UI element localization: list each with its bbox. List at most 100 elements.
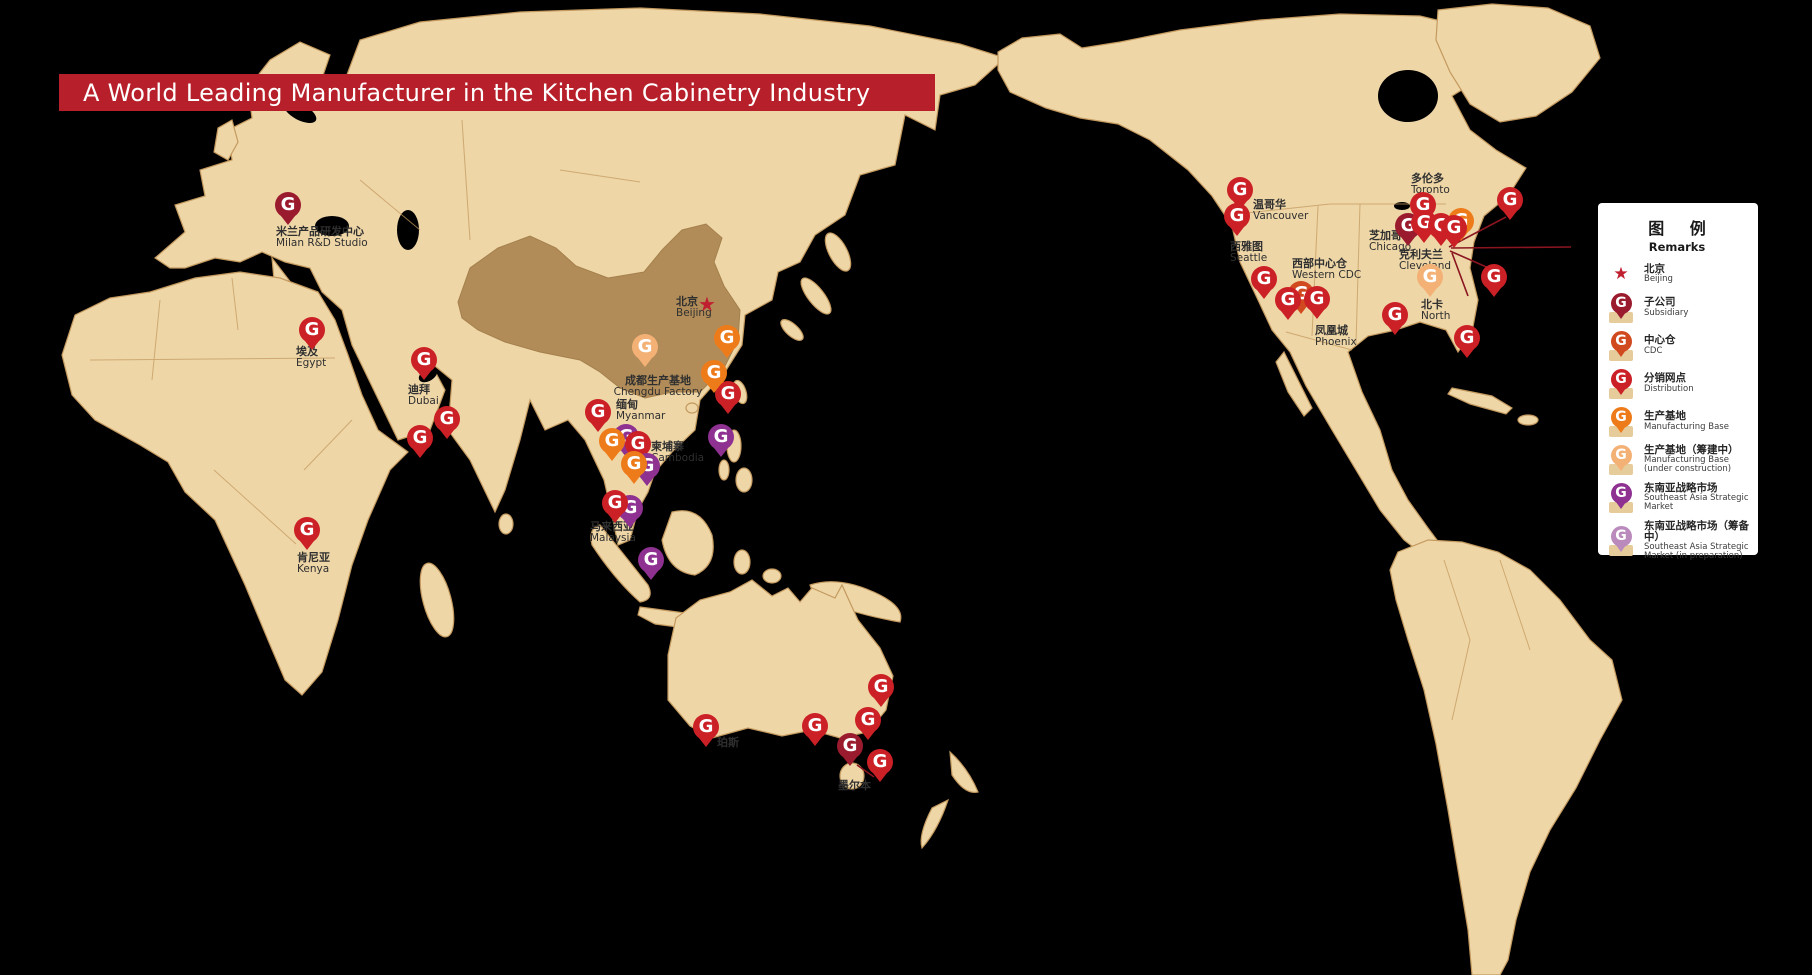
legend-item-distribution: G 分销网点 Distribution [1604,368,1750,399]
g-logo-icon: G [411,347,437,373]
label-cn: 北京 [676,295,698,308]
map-pin-myanmar: G [584,399,612,432]
legend-item-subsidiary: G 子公司 Subsidiary [1604,292,1750,323]
map-pin-seattle: G [1223,203,1251,236]
g-logo-icon: G [632,334,658,360]
g-logo-icon: G [1610,292,1632,314]
g-logo-icon: G [837,733,863,759]
pin-tail [861,731,875,740]
pin-tail [305,341,319,350]
legend-label-en: Manufacturing Base (under construction) [1644,454,1732,475]
legend-pin-distribution: G [1610,368,1632,395]
g-logo-icon: G [1251,266,1277,292]
label-en: Toronto [1411,184,1450,197]
legend-label-en: Subsidiary [1644,307,1689,318]
legend-label-en: CDC [1644,345,1663,356]
legend-item-sea-market: G 东南亚战略市场 Southeast Asia Strategic Market [1604,482,1750,513]
map-label-dubai: 迪拜 Dubai [408,383,439,408]
legend-item-text: 北京 Beijing [1644,263,1673,285]
g-logo-icon: G [802,713,828,739]
label-cn: 克利夫兰 [1399,248,1443,261]
map-pin-vietnam-mfg: G [620,451,648,484]
g-logo-icon: G [701,360,727,386]
legend-star-icon: ★ [1604,265,1638,283]
map-pin-melbourne: G [836,733,864,766]
legend-label-cn: 生产基地（筹建中） [1644,443,1739,456]
pin-tail [873,773,887,782]
map-pin-dubai: G [410,347,438,380]
label-cn: 肯尼亚 [297,551,330,564]
g-logo-icon: G [299,317,325,343]
pin-tail [591,423,605,432]
map-pin-tasmania: G [866,749,894,782]
pin-tail [1401,237,1415,246]
label-en: Egypt [296,357,327,370]
pin-tail [623,519,637,528]
pin-tail [714,448,728,457]
label-en: Kenya [297,563,330,576]
legend-title-en: Remarks [1648,240,1706,254]
map-label-myanmar: 缅甸 Myanmar [616,398,665,423]
map-pin-atlantic-e: G [1480,264,1508,297]
map-pin-adelaide: G [801,713,829,746]
g-logo-icon: G [855,707,881,733]
map-pin-indonesia-sea: G [637,547,665,580]
map-pin-kenya: G [293,517,321,550]
pin-tail [1417,234,1431,243]
map-label-melbourne: 墨尔本 [838,779,871,792]
pin-tail [720,349,734,358]
label-en: Milan R&D Studio [276,237,368,250]
map-pin-phoenix-west: G [1274,287,1302,320]
china-highlight [457,223,741,399]
map-label-chengdu: 成都生产基地 Chengdu Factory [614,374,703,399]
label-cn: 迪拜 [408,383,430,396]
pin-tail [300,541,314,550]
map-label-perth: 珀斯 [717,736,739,749]
legend-pin-icon-distribution: G [1604,368,1638,399]
pin-tail [627,475,641,484]
pin-tail [1616,463,1626,471]
g-logo-icon: G [1224,203,1250,229]
map-pin-thailand-mfg: G [598,428,626,461]
label-cn: 芝加哥 [1369,229,1402,242]
g-logo-icon: G [868,674,894,700]
australia-landmass [667,579,894,739]
legend-label-cn: 生产基地 [1644,410,1686,423]
pin-tail [1423,288,1437,297]
label-en: Western CDC [1292,269,1362,282]
map-label-toronto: 多伦多 Toronto [1411,172,1450,197]
label-cn: 西雅图 [1230,240,1263,253]
pin-tail [644,571,658,580]
pin-tail [1616,501,1626,509]
g-logo-icon: G [1382,302,1408,328]
legend-label-cn: 东南亚战略市场（筹备中） [1644,519,1749,543]
map-label-beijing: 北京 Beijing [676,295,712,320]
legend-item-cdc: G 中心仓 CDC [1604,330,1750,361]
legend-title: 图 例 Remarks [1604,215,1750,254]
g-logo-icon: G [867,749,893,775]
g-logo-icon: G [1610,482,1632,504]
label-en: Beijing [676,307,712,320]
label-en: Cambodia [651,452,705,465]
legend-pin-sea-market: G [1610,482,1632,509]
map-label-seattle: 西雅图 Seattle [1230,240,1267,265]
pin-tail [843,757,857,766]
map-pin-perth: G [692,714,720,747]
pin-tail [638,358,652,367]
pin-tail [1616,349,1626,357]
g-logo-icon: G [1610,406,1632,428]
map-label-milan: 米兰产品研发中心 Milan R&D Studio [276,225,368,250]
pin-tail [1447,239,1461,248]
label-cn: 柬埔寨 [651,440,684,453]
pin-tail [440,430,454,439]
legend-pin-icon-sea-market: G [1604,482,1638,513]
south-america-landmass [1389,539,1623,975]
legend-pin-icon-sea-market-prep: G [1604,526,1638,556]
legend-items: ★ 北京 Beijing G 子公司 Subsidiary G 中心仓 CDC G 分销网点 Dist… [1604,263,1750,562]
legend-item-text: 子公司 Subsidiary [1644,296,1689,318]
map-pin-california: G [1250,266,1278,299]
pin-tail [1616,387,1626,395]
g-logo-icon: G [714,325,740,351]
pin-tail [707,384,721,393]
label-en: Phoenix [1315,336,1357,349]
